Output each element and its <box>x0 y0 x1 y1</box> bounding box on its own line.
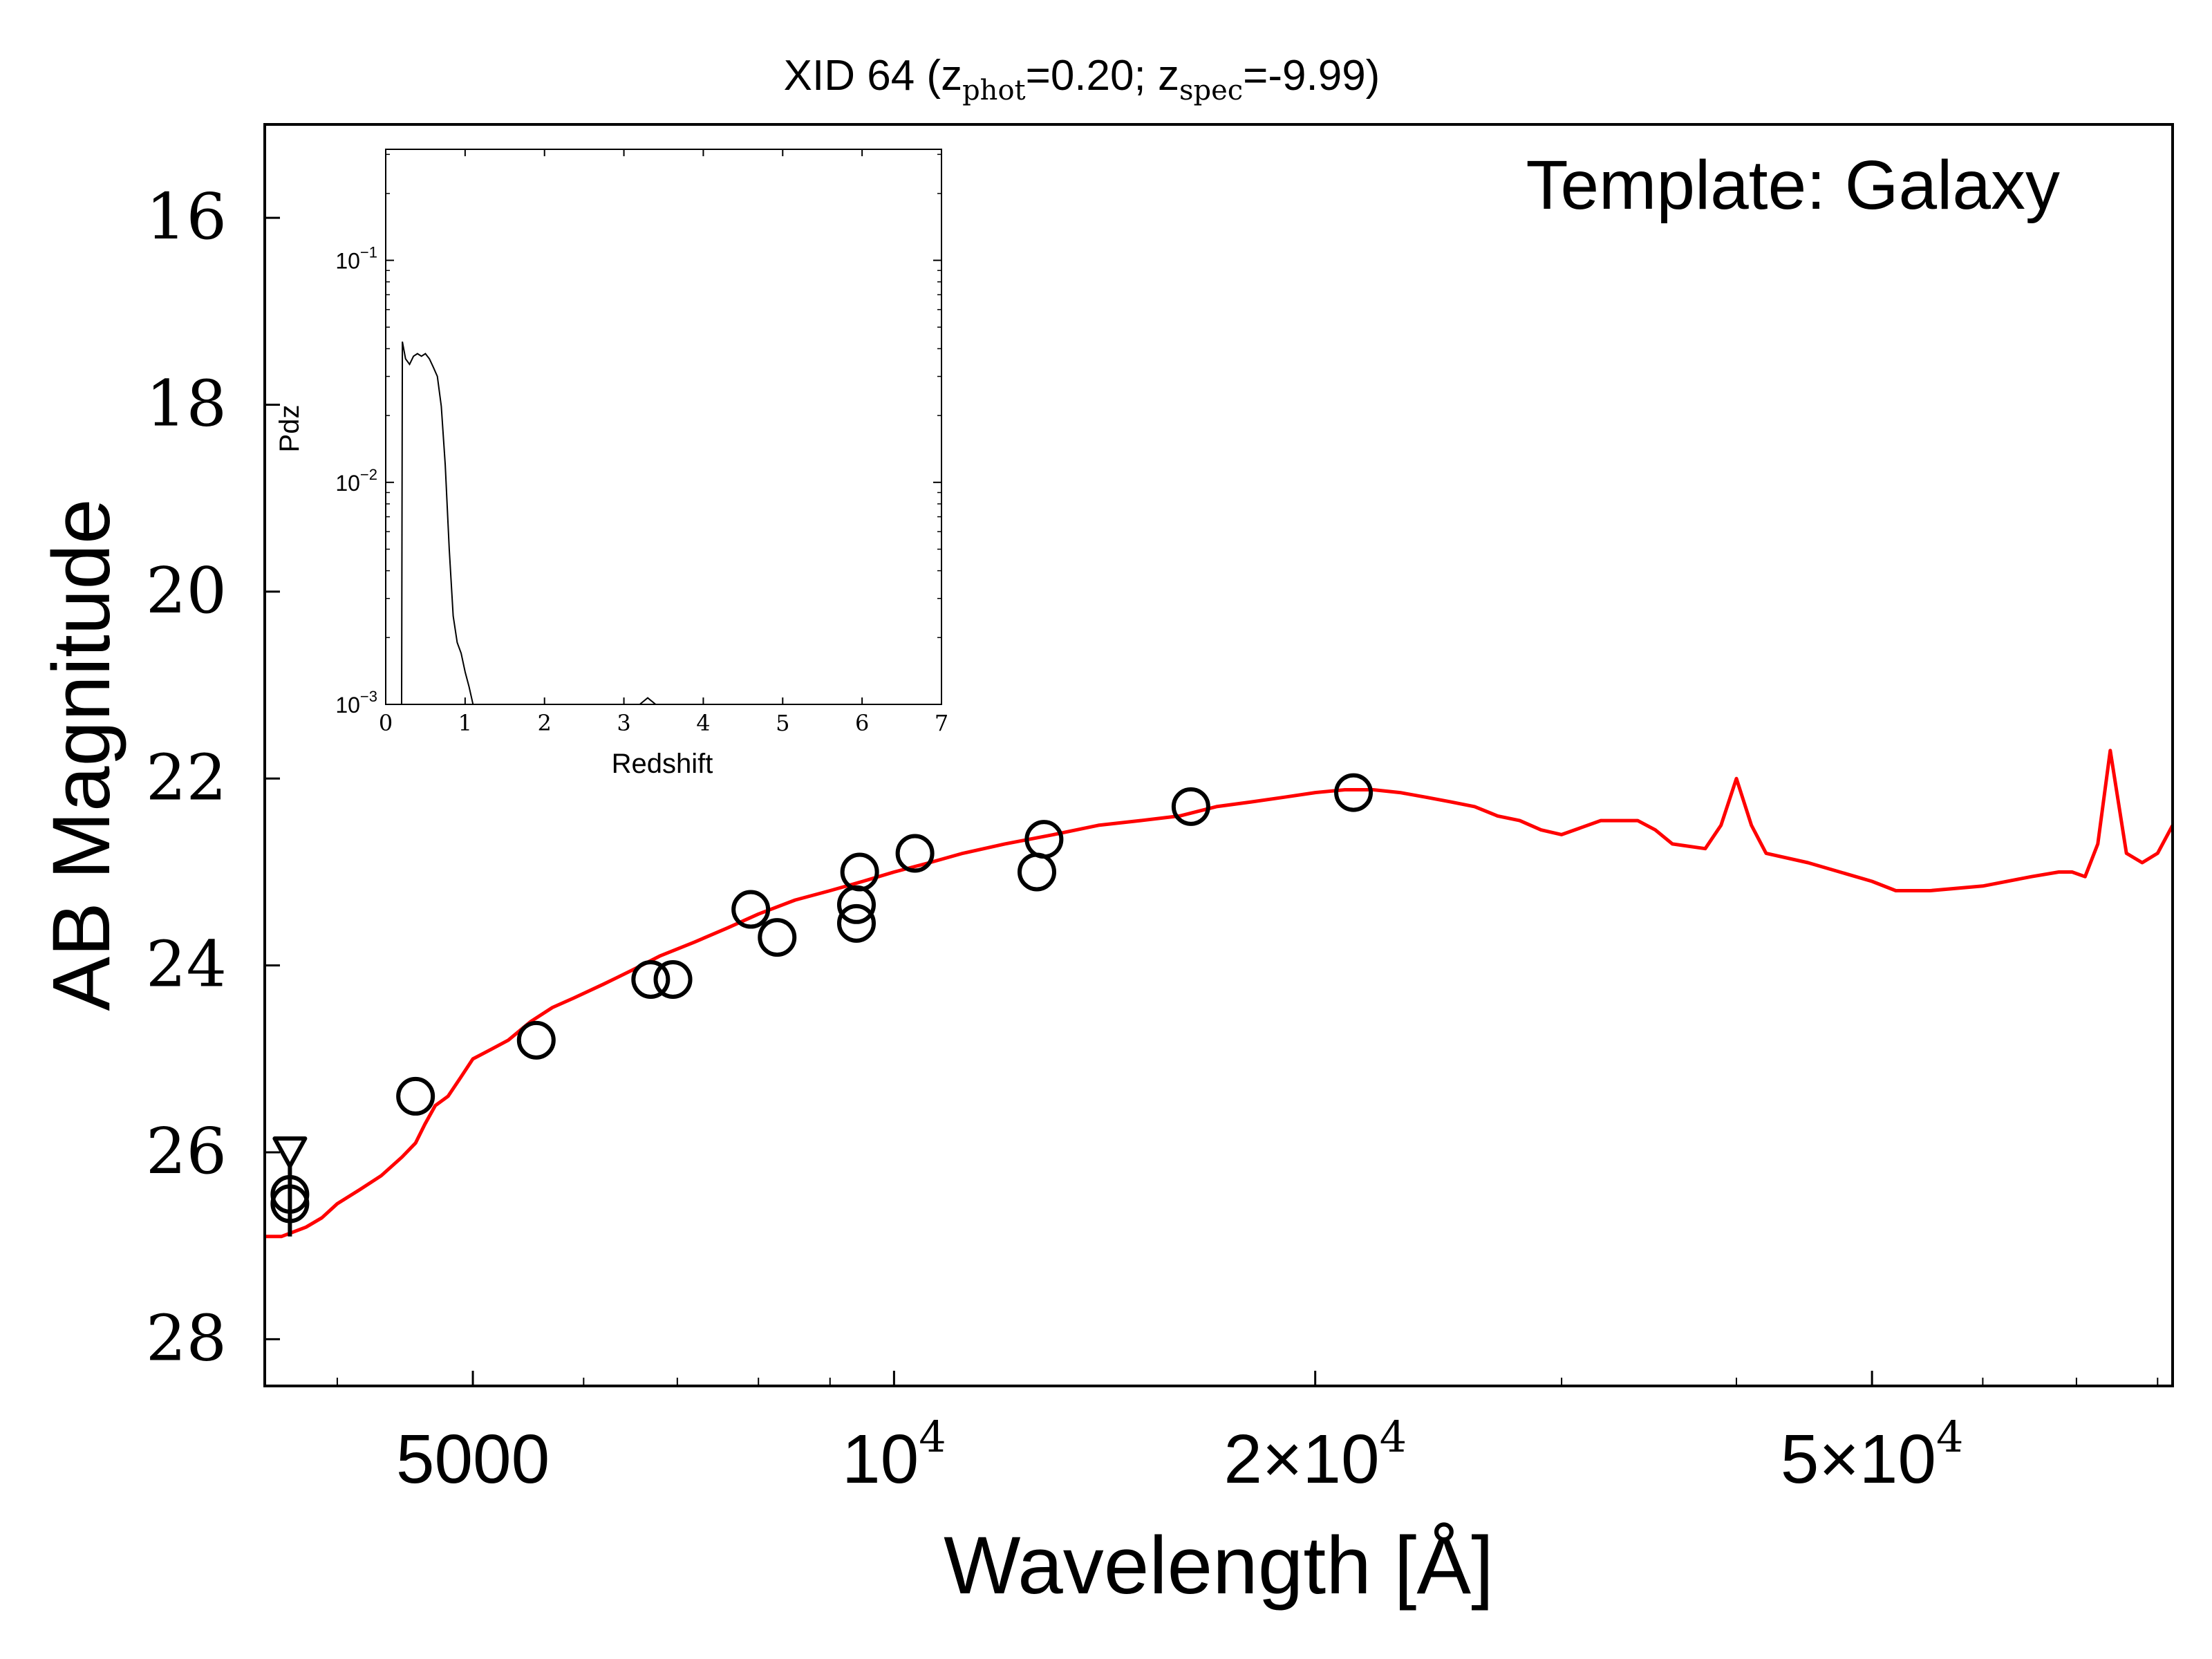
y-tick-label: 26 <box>146 1114 227 1188</box>
pdz-inset: 0 1 2 3 4 5 6 7 10−1 10−2 10−3 Redshift Pdz <box>274 149 948 779</box>
photometry-point <box>1334 773 1374 812</box>
inset-background <box>386 149 941 704</box>
y-tick-label: 18 <box>146 367 227 441</box>
photometry-point <box>516 1020 556 1060</box>
x-tick-label: 104 <box>842 1412 946 1498</box>
chart-title: XID 64 (zphot=0.20; zspec=-9.99) <box>784 52 1380 106</box>
inset-y-tick-label: 10−3 <box>335 688 377 718</box>
main-plot-frame <box>263 123 2174 1387</box>
photometry-point <box>1024 820 1064 859</box>
y-tick-label: 22 <box>146 740 227 814</box>
y-tick-label: 16 <box>146 180 227 254</box>
inset-x-tick-label: 5 <box>776 710 789 736</box>
pdz-curve <box>401 341 474 705</box>
inset-x-tick-label: 3 <box>617 710 630 736</box>
x-tick-label: 5000 <box>396 1421 550 1498</box>
photometry-point <box>895 834 935 873</box>
inset-x-tick-label: 2 <box>538 710 552 736</box>
pdz-secondary-bump <box>639 697 657 705</box>
sed-template-layer <box>265 749 2173 1239</box>
inset-x-tick-label: 4 <box>696 710 710 736</box>
inset-x-tick-label: 1 <box>458 710 472 736</box>
pdz-curve-layer <box>401 341 657 705</box>
inset-x-tick-label: 0 <box>379 710 393 736</box>
inset-x-tick-label: 7 <box>935 710 948 736</box>
y-axis-label: AB Magnitude <box>36 498 127 1011</box>
photometry-point <box>631 959 671 999</box>
x-axis-label: Wavelength [Å] <box>944 1520 1494 1611</box>
sed-template-line <box>265 749 2173 1239</box>
inset-x-tick-label: 6 <box>855 710 869 736</box>
upper-limit-marker <box>272 1136 308 1169</box>
x-tick-label: 2×104 <box>1224 1412 1407 1498</box>
inset-y-tick-label: 10−1 <box>335 244 377 274</box>
photometry-point <box>836 903 876 943</box>
y-tick-label: 28 <box>146 1301 227 1375</box>
x-tick-label: 5×104 <box>1781 1412 1964 1498</box>
photometry-points-layer <box>270 773 1374 1237</box>
inset-y-axis-label: Pdz <box>274 405 305 453</box>
photometry-point <box>1171 787 1210 826</box>
y-tick-label: 24 <box>146 928 227 1002</box>
photometry-point <box>396 1076 435 1116</box>
photometry-point <box>840 852 879 892</box>
photometry-point <box>653 959 693 999</box>
y-tick-label: 20 <box>146 554 227 628</box>
inset-frame <box>385 149 942 705</box>
inset-x-axis-label: Redshift <box>612 749 713 779</box>
photometry-point <box>758 918 797 957</box>
template-annotation: Template: Galaxy <box>1526 147 2060 224</box>
inset-y-tick-label: 10−2 <box>335 466 377 496</box>
photometry-point <box>731 890 771 929</box>
